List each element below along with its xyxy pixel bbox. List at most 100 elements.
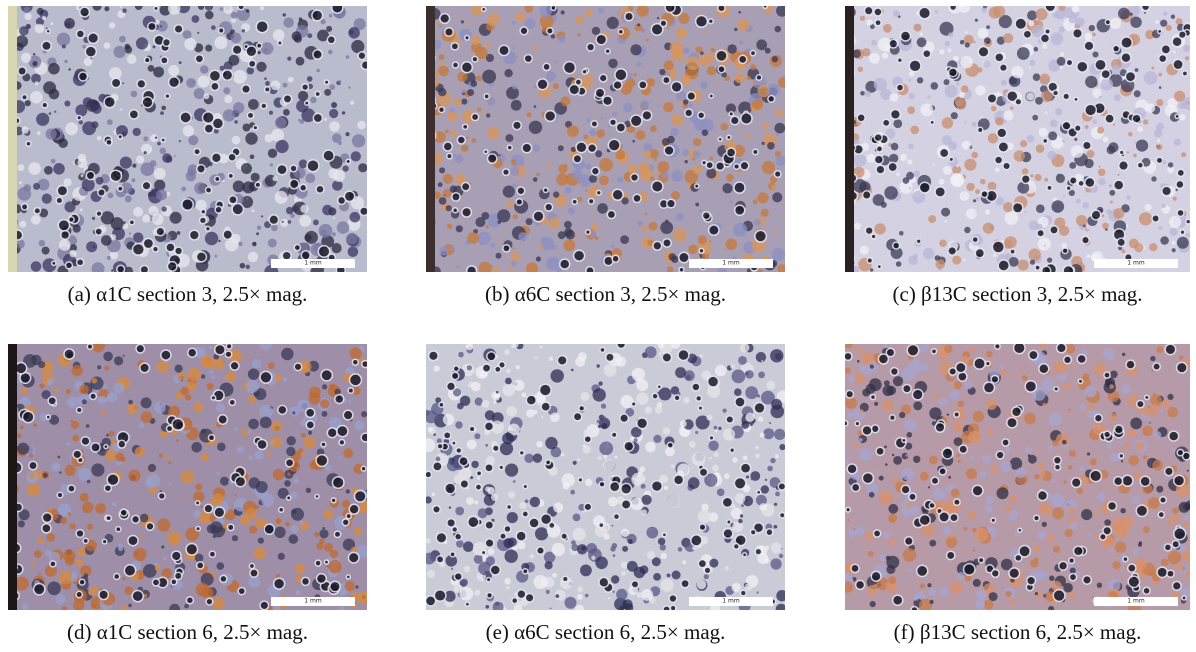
texture-grain xyxy=(948,141,957,150)
pore-ring xyxy=(698,560,706,568)
pore-ring xyxy=(1095,59,1106,70)
texture-grain xyxy=(598,381,602,385)
pore-ring xyxy=(485,422,494,431)
texture-grain xyxy=(774,525,778,529)
pore-ring xyxy=(469,426,475,432)
texture-grain xyxy=(1003,111,1013,121)
texture-grain xyxy=(718,82,720,84)
texture-grain xyxy=(1161,204,1165,208)
texture-grain xyxy=(197,32,199,34)
texture-grain xyxy=(573,461,577,465)
texture-grain xyxy=(30,91,43,104)
texture-grain xyxy=(758,372,765,379)
texture-grain xyxy=(508,491,515,498)
texture-grain xyxy=(683,397,690,404)
texture-grain xyxy=(1168,518,1176,526)
texture-grain xyxy=(88,100,94,106)
texture-grain xyxy=(338,80,341,83)
texture-grain xyxy=(1016,468,1027,479)
texture-grain xyxy=(37,131,41,135)
pore-ring xyxy=(1035,265,1040,270)
texture-grain xyxy=(706,415,712,421)
texture-grain xyxy=(127,403,138,414)
pore-ring xyxy=(232,45,242,55)
pore-ring xyxy=(931,477,938,484)
panel: 1 mm(d) α1C section 6, 2.5× mag. xyxy=(8,344,367,652)
texture-grain xyxy=(650,125,657,132)
texture-grain xyxy=(1087,410,1095,418)
texture-grain xyxy=(1151,176,1156,181)
texture-grain xyxy=(220,66,225,71)
texture-grain xyxy=(1029,67,1031,69)
pore-ring xyxy=(525,594,534,603)
texture-grain xyxy=(265,134,274,143)
pore-ring xyxy=(699,468,707,476)
texture-grain xyxy=(951,112,958,119)
texture-grain xyxy=(667,136,675,144)
pore-ring xyxy=(140,363,150,373)
texture-grain xyxy=(947,414,949,416)
texture-grain xyxy=(78,468,91,481)
pore-ring xyxy=(662,533,666,537)
texture-grain xyxy=(921,104,934,117)
texture-grain xyxy=(513,480,516,483)
texture-grain xyxy=(475,217,485,227)
texture-grain xyxy=(248,252,258,262)
pore-ring xyxy=(453,366,459,372)
texture-grain xyxy=(246,265,250,269)
pore-ring xyxy=(85,46,96,57)
pore-ring xyxy=(1114,477,1123,486)
texture-grain xyxy=(1130,418,1142,430)
texture-grain xyxy=(63,550,75,562)
texture-grain xyxy=(533,177,538,182)
pore-ring xyxy=(1000,64,1008,72)
pore-ring xyxy=(716,50,727,61)
texture-grain xyxy=(1171,448,1175,452)
texture-grain xyxy=(222,180,224,182)
texture-grain xyxy=(761,209,769,217)
texture-grain xyxy=(1000,461,1011,472)
pore-ring xyxy=(346,514,351,519)
texture-grain xyxy=(440,61,445,66)
texture-grain xyxy=(1132,496,1140,504)
texture-grain xyxy=(972,122,977,127)
pore-ring xyxy=(61,231,70,240)
pore-ring xyxy=(599,577,609,587)
pore-ring xyxy=(718,6,725,12)
texture-grain xyxy=(908,509,914,515)
texture-grain xyxy=(447,111,458,122)
pore-ring xyxy=(757,490,761,494)
texture-grain xyxy=(738,11,741,14)
texture-grain xyxy=(287,436,296,445)
pore-ring xyxy=(862,426,872,436)
pore-ring xyxy=(153,246,159,252)
texture-grain xyxy=(232,535,238,541)
texture-grain xyxy=(348,246,359,257)
pore-ring xyxy=(133,244,145,256)
texture-grain xyxy=(246,380,259,393)
texture-grain xyxy=(764,558,770,564)
texture-grain xyxy=(1020,568,1024,572)
texture-grain xyxy=(96,177,104,185)
texture-grain xyxy=(1150,356,1155,361)
pore-ring xyxy=(472,113,479,120)
texture-grain xyxy=(478,508,488,518)
pore-ring xyxy=(106,516,111,521)
texture-grain xyxy=(1103,348,1115,360)
pore-ring xyxy=(361,433,367,442)
pore-ring xyxy=(972,237,978,243)
texture-grain xyxy=(167,375,170,378)
texture-grain xyxy=(257,226,261,230)
pore-ring xyxy=(911,607,918,611)
texture-grain xyxy=(154,402,166,414)
texture-grain xyxy=(438,24,442,28)
pore-ring xyxy=(354,491,366,503)
pore-ring xyxy=(1176,180,1184,188)
pore-ring xyxy=(158,493,165,500)
pore-ring xyxy=(560,259,570,269)
pore-ring xyxy=(1010,249,1015,254)
texture-grain xyxy=(565,597,577,609)
texture-grain xyxy=(57,456,60,459)
texture-grain xyxy=(246,198,248,200)
texture-grain xyxy=(771,558,782,569)
